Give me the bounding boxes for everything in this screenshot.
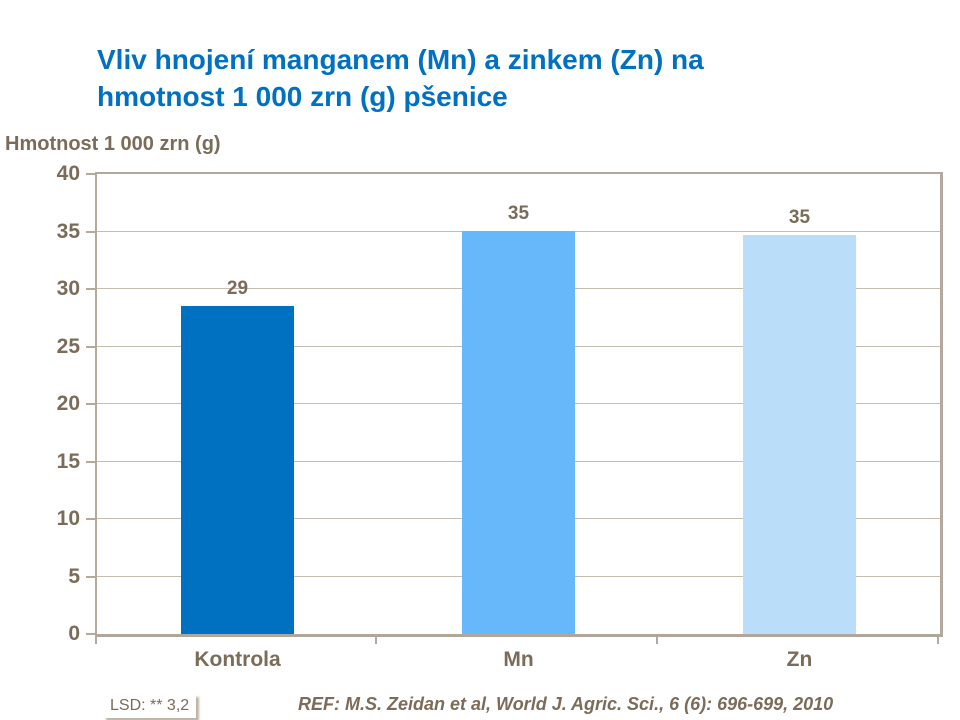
lsd-note: LSD: ** 3,2 [103, 694, 197, 718]
y-tick-mark [86, 288, 95, 290]
y-tick-mark [86, 460, 95, 463]
x-tick-mark [375, 637, 377, 644]
x-category-label: Mn [503, 648, 534, 671]
bar-zn [743, 234, 856, 634]
y-tick-mark [86, 518, 95, 520]
y-tick-mark [86, 633, 95, 635]
y-tick-mark [86, 345, 95, 348]
x-axis-labels: Kontrola Mn Zn [97, 648, 940, 674]
y-tick-label: 20 [56, 392, 80, 415]
y-tick-label: 10 [56, 507, 80, 530]
y-tick-label: 40 [56, 162, 80, 185]
reference: REF: M.S. Zeidan et al, World J. Agric. … [298, 694, 834, 714]
y-tick-label: 25 [56, 334, 80, 358]
x-axis-ticks [95, 637, 943, 645]
y-axis-ticks [86, 173, 95, 635]
y-tick-mark [86, 575, 95, 578]
y-tick-label: 15 [56, 449, 80, 473]
plot-area: 29 35 35 [95, 172, 943, 637]
bar-value-label: 35 [507, 202, 530, 224]
y-tick-label: 5 [68, 564, 80, 588]
bar-value-label: 35 [788, 206, 811, 228]
chart-title: Vliv hnojení manganem (Mn) a zinkem (Zn)… [97, 43, 704, 112]
y-tick-label: 35 [56, 219, 80, 243]
y-tick-mark [86, 173, 95, 175]
x-category-label: Zn [786, 648, 813, 671]
x-tick-mark [656, 637, 658, 644]
bar-mn [462, 230, 575, 634]
bar-kontrola [181, 306, 294, 634]
y-axis-labels: 0 5 10 15 20 25 30 35 40 [26, 163, 80, 644]
x-tick-mark [95, 637, 97, 644]
y-tick-label: 0 [68, 622, 80, 645]
y-axis-title: Hmotnost 1 000 zrn (g) [5, 133, 221, 155]
bar-value-label: 29 [226, 278, 249, 300]
x-category-label: Kontrola [194, 648, 281, 671]
y-tick-label: 30 [56, 277, 80, 300]
x-tick-mark [937, 637, 939, 644]
y-tick-mark [86, 230, 95, 233]
y-tick-mark [86, 403, 95, 405]
